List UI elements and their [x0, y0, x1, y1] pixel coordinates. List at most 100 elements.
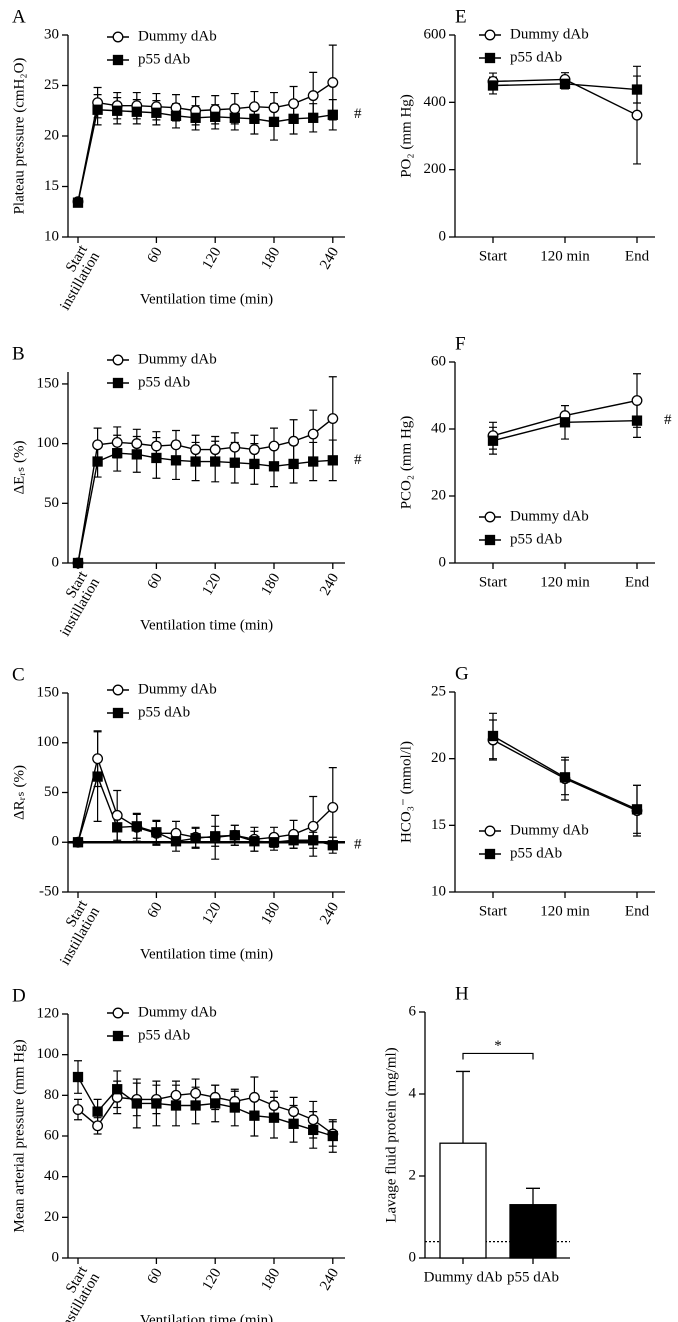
y-tick-label: 20	[44, 1209, 59, 1225]
data-point	[559, 417, 571, 428]
y-tick-label: 0	[409, 1249, 417, 1265]
legend-label: Dummy dAb	[510, 822, 589, 838]
data-point	[631, 395, 643, 406]
legend-marker	[484, 511, 496, 523]
significance-bracket	[462, 1052, 534, 1060]
data-point	[92, 1120, 104, 1132]
data-point	[268, 440, 280, 452]
y-axis-title: Plateau pressure (cmH₂O)	[11, 58, 27, 215]
y-tick-label: 0	[52, 834, 60, 850]
data-point	[631, 415, 643, 426]
legend-marker	[112, 54, 124, 66]
data-point	[308, 112, 319, 123]
annotation: *	[494, 1038, 502, 1054]
data-point	[170, 110, 182, 121]
legend-marker	[484, 825, 496, 837]
data-point	[268, 1100, 280, 1111]
data-point	[210, 456, 221, 467]
y-tick-label: 25	[431, 683, 446, 699]
data-point	[112, 448, 123, 459]
legend-label: Dummy dAb	[138, 351, 217, 367]
data-point	[229, 441, 241, 453]
legend-label: Dummy dAb	[138, 681, 217, 697]
data-point	[131, 438, 143, 450]
y-axis-title: ΔRᵣₛ (%)	[11, 765, 27, 820]
legend-marker	[112, 1030, 124, 1042]
y-tick-label: -50	[39, 883, 59, 899]
panel-label: E	[455, 6, 467, 27]
x-tick-label: 120	[200, 245, 225, 272]
data-point	[210, 831, 221, 842]
panel-label: F	[455, 333, 466, 354]
y-tick-label: 15	[431, 817, 446, 833]
data-point	[307, 820, 319, 832]
data-point	[248, 101, 260, 113]
x-tick-label: 60	[144, 900, 165, 921]
x-tick-label: End	[625, 574, 650, 590]
x-tick-label: 120	[200, 1266, 225, 1293]
y-tick-label: 100	[37, 435, 60, 451]
data-point	[307, 1114, 319, 1126]
x-axis-title: Ventilation time (min)	[140, 946, 273, 962]
data-point	[631, 804, 643, 815]
x-tick-label: End	[625, 248, 650, 264]
legend-label: Dummy dAb	[510, 508, 589, 524]
data-point	[288, 458, 299, 470]
x-tick-label: 120	[200, 900, 225, 927]
data-point	[190, 112, 201, 123]
legend-marker	[484, 534, 496, 546]
data-point	[288, 98, 300, 110]
x-tick-label: Dummy dAb	[424, 1269, 503, 1285]
y-tick-label: 60	[44, 1127, 59, 1143]
legend-label: p55 dAb	[138, 374, 190, 390]
y-tick-label: 0	[439, 228, 447, 244]
y-axis-title: Lavage fluid protein (mg/ml)	[383, 1047, 399, 1222]
annotation: #	[354, 106, 362, 122]
data-point	[229, 112, 240, 123]
data-point	[327, 413, 339, 425]
data-point	[288, 1106, 300, 1118]
legend-label: p55 dAb	[138, 51, 190, 67]
data-point	[210, 1098, 221, 1109]
data-point	[170, 455, 182, 466]
data-point	[308, 1124, 319, 1136]
data-point	[72, 1104, 84, 1116]
legend-marker	[112, 377, 124, 389]
y-axis-title: HCO₃⁻ (mmol/l)	[398, 741, 414, 843]
y-tick-label: 100	[37, 1046, 60, 1062]
data-point	[151, 452, 162, 464]
y-tick-label: 20	[431, 487, 446, 503]
data-point	[111, 436, 123, 448]
data-point	[92, 439, 104, 451]
x-tick-label: 60	[144, 245, 165, 266]
data-point	[559, 78, 571, 89]
x-tick-label: 60	[144, 571, 165, 592]
legend-label: p55 dAb	[138, 704, 190, 720]
data-point	[229, 830, 240, 841]
x-tick-label: 120	[200, 571, 225, 598]
y-tick-label: 20	[431, 750, 446, 766]
panel-label: B	[12, 343, 25, 364]
legend-label: p55 dAb	[138, 1027, 190, 1043]
y-tick-label: 20	[44, 127, 59, 143]
y-tick-label: 120	[37, 1005, 60, 1021]
data-point	[72, 557, 84, 569]
data-point	[268, 102, 280, 114]
data-point	[487, 730, 499, 742]
data-point	[268, 461, 280, 472]
data-point	[307, 90, 319, 102]
data-point	[308, 456, 319, 467]
x-axis-title: Ventilation time (min)	[140, 291, 273, 307]
bar	[509, 1204, 557, 1259]
data-point	[72, 1071, 84, 1083]
data-point	[209, 444, 221, 456]
x-tick-label: 240	[317, 245, 342, 272]
x-tick-label: 180	[258, 1266, 283, 1293]
data-point	[151, 107, 162, 118]
y-tick-label: 100	[37, 734, 60, 750]
data-point	[170, 1100, 182, 1111]
x-tick-label: Start	[479, 903, 508, 919]
data-point	[327, 1130, 338, 1142]
data-point	[268, 116, 280, 128]
data-point	[131, 449, 142, 460]
